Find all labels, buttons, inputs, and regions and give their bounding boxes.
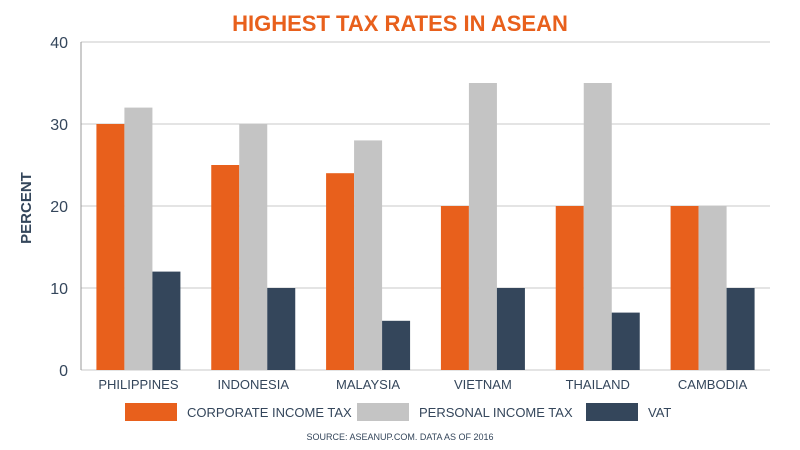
bar-cambodia-personal-income-tax xyxy=(698,206,727,370)
bar-vietnam-corporate-income-tax xyxy=(440,206,469,370)
y-tick-labels: 0 10 20 30 40 xyxy=(50,35,68,380)
bar-malaysia-vat xyxy=(382,320,411,370)
bar-malaysia-corporate-income-tax xyxy=(326,173,355,370)
gridlines xyxy=(80,41,770,371)
bar-philippines-personal-income-tax xyxy=(124,107,153,370)
legend-label: VAT xyxy=(648,405,671,420)
bar-indonesia-corporate-income-tax xyxy=(211,165,240,370)
legend: CORPORATE INCOME TAX PERSONAL INCOME TAX V… xyxy=(125,403,671,421)
bar-thailand-vat xyxy=(611,312,640,370)
bar-cambodia-vat xyxy=(726,288,755,370)
legend-swatch xyxy=(125,403,177,421)
y-tick-label: 40 xyxy=(50,35,68,52)
bar-indonesia-vat xyxy=(267,288,296,370)
legend-label: CORPORATE INCOME TAX xyxy=(187,405,352,420)
x-tick-label: INDONESIA xyxy=(217,377,289,392)
y-tick-label: 10 xyxy=(50,281,68,298)
x-tick-label: PHILIPPINES xyxy=(98,377,179,392)
legend-swatch xyxy=(357,403,409,421)
bar-vietnam-vat xyxy=(496,288,525,370)
bar-philippines-corporate-income-tax xyxy=(96,124,125,370)
bars xyxy=(96,83,755,370)
source-note: SOURCE: ASEANUP.COM. DATA AS OF 2016 xyxy=(306,432,493,442)
legend-label: PERSONAL INCOME TAX xyxy=(419,405,573,420)
bar-indonesia-personal-income-tax xyxy=(239,124,268,370)
x-tick-label: VIETNAM xyxy=(454,377,512,392)
bar-malaysia-personal-income-tax xyxy=(354,140,383,370)
bar-thailand-corporate-income-tax xyxy=(555,206,584,370)
y-axis-label: PERCENT xyxy=(18,172,35,244)
x-tick-labels: PHILIPPINES INDONESIA MALAYSIA VIETNAM THAIL… xyxy=(98,377,747,392)
bar-thailand-personal-income-tax xyxy=(583,83,612,370)
bar-philippines-vat xyxy=(152,271,181,370)
y-tick-label: 30 xyxy=(50,117,68,134)
legend-swatch xyxy=(586,403,638,421)
bar-cambodia-corporate-income-tax xyxy=(670,206,699,370)
x-tick-label: THAILAND xyxy=(566,377,630,392)
y-tick-label: 20 xyxy=(50,199,68,216)
bar-vietnam-personal-income-tax xyxy=(468,83,497,370)
x-tick-label: MALAYSIA xyxy=(336,377,400,392)
chart-title: HIGHEST TAX RATES IN ASEAN xyxy=(232,11,568,36)
y-tick-label: 0 xyxy=(59,363,68,380)
x-tick-label: CAMBODIA xyxy=(678,377,748,392)
